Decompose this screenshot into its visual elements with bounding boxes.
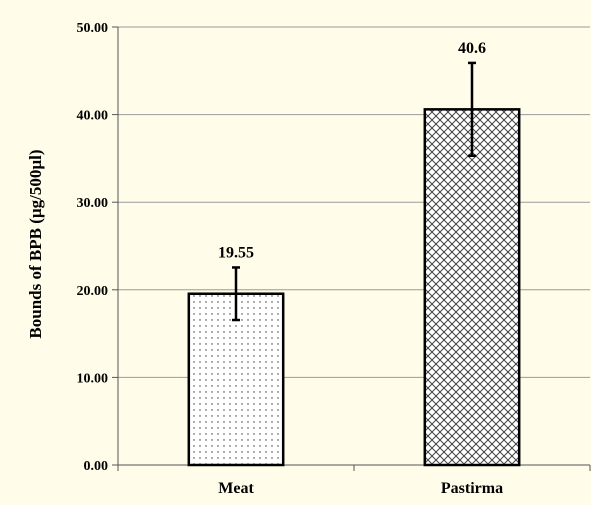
x-tick-label: Pastirma — [441, 480, 503, 497]
data-label: 40.6 — [458, 40, 486, 57]
data-label: 19.55 — [218, 244, 254, 261]
bar-pastirma — [423, 108, 521, 467]
y-axis-label: Bounds of BPB (µg/500µl) — [26, 149, 45, 338]
labels: 0.00 10.00 20.00 30.00 40.00 50.00 19.55 Meat 40… — [77, 21, 504, 497]
bars — [187, 61, 521, 467]
y-tick-label: 30.00 — [77, 196, 109, 211]
y-tick-label: 10.00 — [77, 371, 109, 386]
bar-meat — [187, 292, 285, 467]
y-tick-label: 0.00 — [84, 459, 109, 474]
y-tick-label: 20.00 — [77, 284, 109, 299]
y-tick-label: 40.00 — [77, 109, 109, 124]
y-tick-label: 50.00 — [77, 21, 109, 36]
x-tick-label: Meat — [218, 480, 254, 497]
